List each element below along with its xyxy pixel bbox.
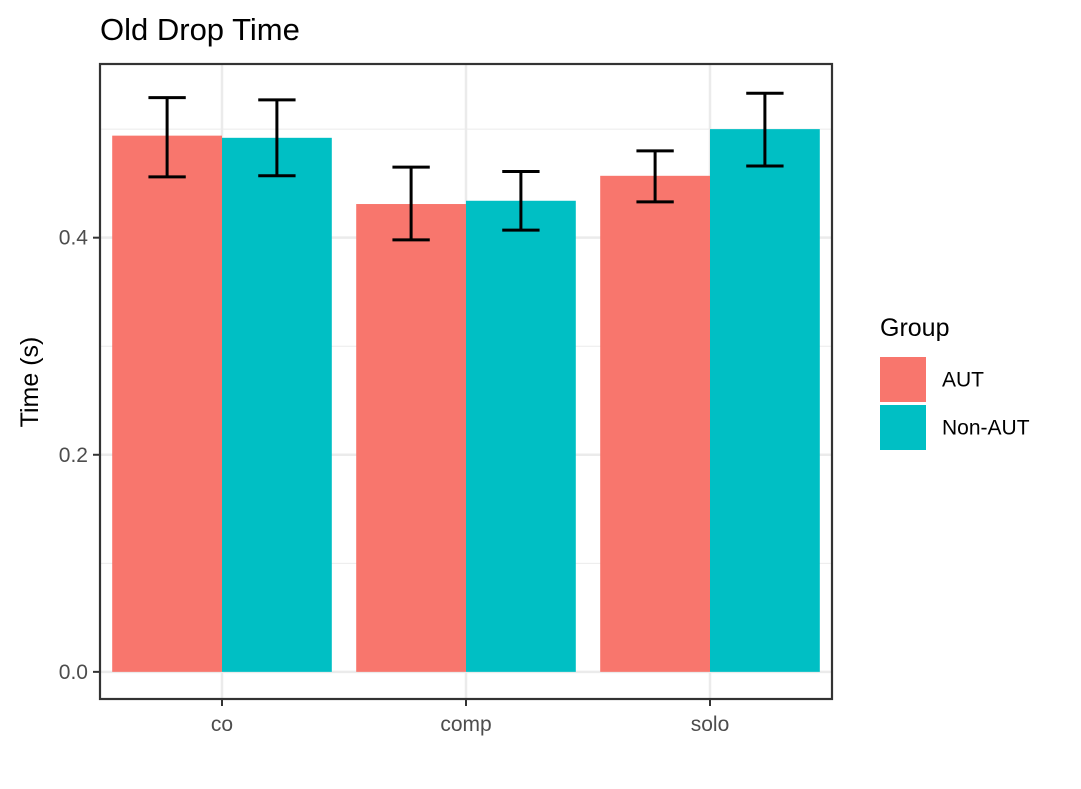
legend-label: Non-AUT [942,417,1030,440]
bar-non-aut-co [222,137,332,672]
x-tick-label: comp [440,713,491,736]
legend-label: AUT [942,369,984,392]
y-tick-label: 0.4 [59,227,89,250]
bar-non-aut-solo [710,129,820,672]
error-bar [148,96,186,179]
error-bar [746,91,784,168]
chart-title: Old Drop Time [100,12,300,47]
x-tick-label: co [211,713,233,736]
y-axis-title: Time (s) [16,337,44,428]
x-tick-label: solo [691,713,730,736]
error-bar [502,169,540,232]
error-bar [636,149,674,204]
legend: Group AUT Non-AUT [880,314,1030,450]
error-bar [392,165,430,242]
bar-aut-solo [600,175,710,672]
y-tick-label: 0.0 [59,661,88,684]
legend-title: Group [880,314,949,342]
y-tick-label: 0.2 [59,444,88,467]
legend-key [880,357,926,402]
plot-panel: 0.0 0.2 0.4 co comp solo [59,62,834,736]
bar-aut-co [112,135,222,672]
bar-aut-comp [356,204,466,672]
bar-non-aut-comp [466,200,576,672]
error-bar [258,98,296,178]
legend-key [880,405,926,450]
